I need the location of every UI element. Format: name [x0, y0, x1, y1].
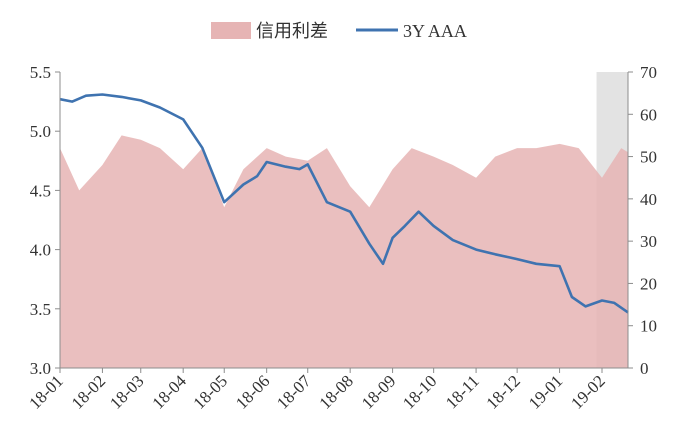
legend: 信用利差 3Y AAA	[211, 21, 467, 41]
x-tick-label: 18-08	[316, 371, 357, 412]
x-tick-label: 18-09	[358, 371, 399, 412]
x-tick-label: 18-02	[68, 371, 109, 412]
left-tick-label: 4.0	[30, 241, 51, 260]
x-tick-label: 18-04	[149, 371, 191, 413]
right-tick-label: 20	[640, 274, 657, 293]
x-tick-label: 18-07	[273, 371, 315, 413]
legend-swatch-credit-spread	[211, 22, 251, 39]
left-tick-label: 5.5	[30, 63, 51, 82]
left-tick-label: 3.0	[30, 359, 51, 378]
left-tick-label: 5.0	[30, 122, 51, 141]
x-tick-label: 19-01	[525, 371, 566, 412]
right-tick-label: 0	[640, 359, 649, 378]
x-tick-label: 18-05	[190, 371, 231, 412]
x-tick-label: 18-06	[232, 371, 273, 412]
plot-area	[59, 72, 629, 368]
x-tick-label: 18-03	[106, 371, 147, 412]
series-3y-aaa-line	[59, 93, 629, 314]
right-tick-label: 50	[640, 148, 657, 167]
x-tick-label: 18-12	[482, 371, 523, 412]
left-tick-label: 3.5	[30, 300, 51, 319]
right-tick-label: 60	[640, 105, 657, 124]
legend-label-3y-aaa: 3Y AAA	[403, 21, 467, 41]
right-tick-label: 10	[640, 317, 657, 336]
legend-label-credit-spread: 信用利差	[256, 21, 328, 41]
right-tick-label: 70	[640, 63, 657, 82]
series-credit-spread-area	[60, 135, 628, 368]
left-tick-label: 4.5	[30, 181, 51, 200]
right-tick-label: 30	[640, 232, 657, 251]
x-tick-label: 19-02	[567, 371, 608, 412]
x-tick-label: 18-11	[442, 371, 483, 412]
right-tick-label: 40	[640, 190, 657, 209]
x-tick-label: 18-10	[399, 371, 440, 412]
